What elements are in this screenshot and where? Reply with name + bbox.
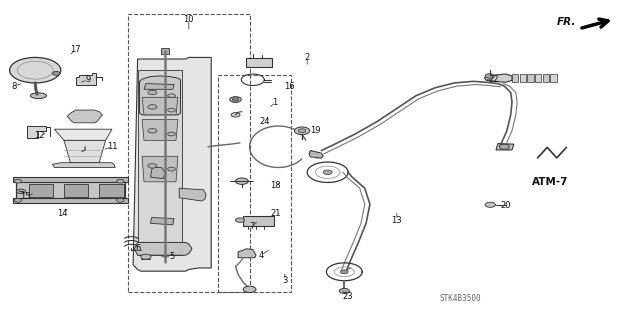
Text: 5: 5 bbox=[169, 252, 174, 261]
Circle shape bbox=[340, 270, 348, 274]
Text: 3: 3 bbox=[282, 276, 287, 285]
Text: 9: 9 bbox=[86, 75, 91, 84]
Circle shape bbox=[236, 218, 244, 222]
Polygon shape bbox=[133, 57, 211, 271]
Polygon shape bbox=[484, 74, 512, 82]
Text: 6: 6 bbox=[135, 244, 140, 253]
Polygon shape bbox=[512, 74, 518, 82]
Text: 14: 14 bbox=[58, 209, 68, 218]
Polygon shape bbox=[142, 97, 178, 115]
Polygon shape bbox=[238, 249, 256, 258]
Text: 19: 19 bbox=[310, 126, 320, 135]
Circle shape bbox=[230, 97, 241, 102]
Circle shape bbox=[148, 129, 157, 133]
Polygon shape bbox=[520, 74, 526, 82]
Bar bbox=[64, 184, 88, 197]
Polygon shape bbox=[550, 74, 557, 82]
Text: 4: 4 bbox=[259, 251, 264, 260]
Polygon shape bbox=[134, 242, 192, 255]
Circle shape bbox=[148, 90, 157, 95]
Circle shape bbox=[323, 170, 332, 174]
Circle shape bbox=[168, 108, 175, 112]
Text: FR.: FR. bbox=[557, 17, 576, 27]
Text: 7: 7 bbox=[250, 222, 255, 231]
Text: 15: 15 bbox=[20, 192, 31, 201]
Circle shape bbox=[231, 113, 240, 117]
Circle shape bbox=[116, 179, 124, 183]
Bar bbox=[218, 75, 291, 292]
Circle shape bbox=[236, 178, 248, 184]
Polygon shape bbox=[138, 220, 152, 263]
Polygon shape bbox=[76, 73, 96, 85]
Circle shape bbox=[148, 164, 157, 168]
Circle shape bbox=[168, 167, 175, 171]
Circle shape bbox=[14, 198, 22, 202]
Polygon shape bbox=[13, 198, 128, 203]
Polygon shape bbox=[144, 84, 174, 89]
Text: 1: 1 bbox=[273, 98, 278, 107]
Circle shape bbox=[243, 286, 256, 293]
Polygon shape bbox=[13, 177, 128, 182]
Polygon shape bbox=[150, 218, 174, 225]
Text: ATM-7: ATM-7 bbox=[532, 177, 569, 187]
Text: 8: 8 bbox=[12, 82, 17, 91]
Polygon shape bbox=[309, 151, 323, 158]
Polygon shape bbox=[496, 144, 514, 150]
Polygon shape bbox=[142, 156, 178, 182]
Text: 20: 20 bbox=[500, 201, 511, 210]
Circle shape bbox=[339, 288, 349, 293]
Circle shape bbox=[17, 189, 26, 194]
Text: 24: 24 bbox=[259, 117, 269, 126]
Bar bbox=[128, 14, 250, 292]
Bar bbox=[246, 58, 272, 67]
Ellipse shape bbox=[31, 93, 46, 99]
Circle shape bbox=[10, 57, 61, 83]
Circle shape bbox=[232, 98, 239, 101]
Bar bbox=[243, 216, 274, 226]
Text: 2: 2 bbox=[305, 53, 310, 62]
Polygon shape bbox=[54, 129, 112, 140]
Text: STK4B3500: STK4B3500 bbox=[440, 294, 482, 303]
Circle shape bbox=[499, 144, 509, 149]
Polygon shape bbox=[527, 74, 534, 82]
Polygon shape bbox=[150, 167, 165, 179]
Circle shape bbox=[294, 127, 310, 135]
Circle shape bbox=[14, 179, 22, 183]
Text: 22: 22 bbox=[489, 75, 499, 84]
Circle shape bbox=[485, 202, 495, 207]
Text: 21: 21 bbox=[270, 209, 280, 218]
Polygon shape bbox=[138, 70, 182, 255]
Circle shape bbox=[168, 94, 175, 98]
Polygon shape bbox=[142, 120, 178, 140]
Circle shape bbox=[168, 132, 175, 136]
Polygon shape bbox=[179, 188, 206, 201]
Polygon shape bbox=[16, 180, 125, 199]
Polygon shape bbox=[543, 74, 549, 82]
Circle shape bbox=[116, 198, 124, 202]
Polygon shape bbox=[27, 126, 46, 138]
Circle shape bbox=[298, 129, 306, 133]
Text: 10: 10 bbox=[184, 15, 194, 24]
Polygon shape bbox=[64, 140, 106, 163]
Text: 23: 23 bbox=[342, 292, 353, 300]
Polygon shape bbox=[52, 163, 115, 167]
Text: 13: 13 bbox=[392, 216, 402, 225]
Polygon shape bbox=[535, 74, 541, 82]
Circle shape bbox=[141, 254, 151, 259]
Polygon shape bbox=[67, 110, 102, 123]
Polygon shape bbox=[161, 48, 169, 54]
Bar bbox=[99, 184, 124, 197]
Circle shape bbox=[485, 74, 494, 78]
Polygon shape bbox=[146, 217, 159, 226]
Text: 11: 11 bbox=[107, 142, 117, 151]
Circle shape bbox=[52, 71, 60, 75]
Bar bbox=[29, 184, 53, 197]
Text: 16: 16 bbox=[284, 82, 294, 91]
Text: 17: 17 bbox=[70, 45, 81, 54]
Polygon shape bbox=[140, 76, 180, 115]
Text: 12: 12 bbox=[35, 131, 45, 140]
Circle shape bbox=[148, 105, 157, 109]
Text: 18: 18 bbox=[270, 181, 280, 189]
